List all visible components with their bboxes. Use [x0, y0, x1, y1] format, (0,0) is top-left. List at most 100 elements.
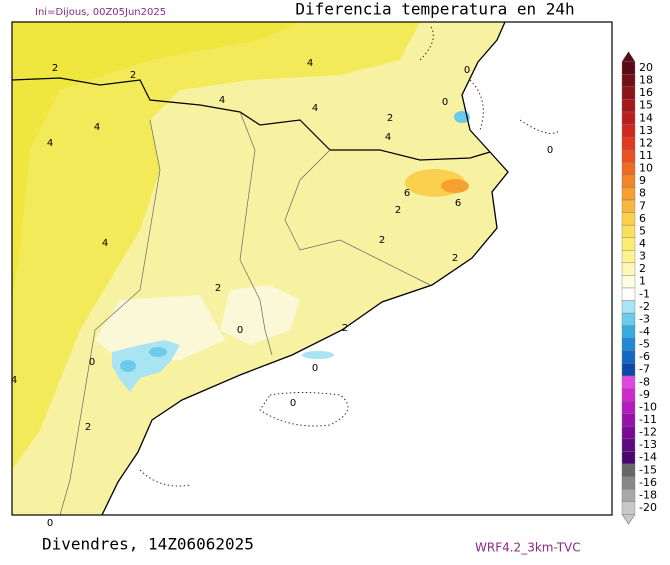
legend-swatch	[621, 463, 636, 477]
contour-label: 4	[47, 138, 53, 149]
legend-level: -6	[639, 350, 650, 363]
contour-label: 0	[547, 145, 553, 156]
legend-level: 20	[639, 61, 653, 74]
contour-label: 4	[219, 95, 225, 106]
legend-swatch	[621, 501, 636, 515]
map-frame	[11, 21, 613, 516]
neutral-area	[95, 285, 300, 360]
legend-level: 11	[639, 149, 653, 162]
model-label: WRF4.2_3km-TVC	[475, 541, 581, 555]
axis-label: 0	[47, 518, 53, 529]
contour-label: 4	[102, 238, 108, 249]
contour-label: 2	[342, 323, 348, 334]
legend-swatch	[621, 287, 636, 301]
contour-label: 4	[94, 122, 100, 133]
legend-level: -20	[639, 501, 657, 514]
legend-swatch	[621, 476, 636, 490]
contour-label: 0	[312, 363, 318, 374]
legend-swatch	[621, 312, 636, 326]
contour-label: 0	[89, 357, 95, 368]
legend-level: -11	[639, 413, 657, 426]
legend-swatch	[621, 86, 636, 100]
legend-level: 13	[639, 124, 653, 137]
legend-level: 8	[639, 187, 646, 200]
legend-level: -5	[639, 338, 650, 351]
contour-label: 6	[404, 188, 410, 199]
legend-swatch	[621, 237, 636, 251]
contour-label: 0	[442, 97, 448, 108]
warm-area	[12, 22, 420, 470]
legend-swatch	[621, 363, 636, 377]
contour-label: 4	[11, 375, 17, 386]
contour-label: 6	[455, 198, 461, 209]
legend-level: -15	[639, 463, 657, 476]
legend-swatch	[621, 136, 636, 150]
legend-swatch	[621, 162, 636, 176]
legend-swatch	[621, 388, 636, 402]
legend-level: -16	[639, 476, 657, 489]
hot-patch	[441, 179, 469, 193]
admin-boundaries	[59, 111, 431, 516]
legend-swatch	[621, 350, 636, 364]
legend-swatch	[621, 300, 636, 314]
legend-level: 6	[639, 212, 646, 225]
legend-swatch	[621, 174, 636, 188]
cool-core	[120, 360, 136, 372]
legend-level: 2	[639, 262, 646, 275]
legend-level: -18	[639, 488, 657, 501]
contour-label: 4	[385, 132, 391, 143]
legend-swatch	[621, 187, 636, 201]
legend-swatch	[621, 413, 636, 427]
legend-level: -12	[639, 426, 657, 439]
legend-level: -3	[639, 312, 650, 325]
cool-patch	[302, 351, 334, 359]
legend-swatch	[621, 212, 636, 226]
contour-label: 0	[290, 398, 296, 409]
contour-label: 4	[312, 103, 318, 114]
legend-swatch	[621, 375, 636, 389]
legend-level: -8	[639, 375, 650, 388]
legend-level: 14	[639, 111, 653, 124]
legend-level: -7	[639, 363, 650, 376]
legend-level: -13	[639, 438, 657, 451]
legend-swatch	[621, 325, 636, 339]
legend-level: 10	[639, 162, 653, 175]
legend-level: 9	[639, 174, 646, 187]
legend-arrow	[621, 514, 636, 525]
legend-swatch	[621, 426, 636, 440]
contour-label: 4	[307, 58, 313, 69]
legend-level: 18	[639, 74, 653, 87]
contour-label: 0	[464, 65, 470, 76]
legend-swatch	[621, 149, 636, 163]
warmer-area	[12, 22, 300, 300]
contour-label: 2	[85, 422, 91, 433]
legend-level: 16	[639, 86, 653, 99]
legend-swatch	[621, 262, 636, 276]
legend-swatch	[621, 451, 636, 465]
contour-label: 2	[130, 70, 136, 81]
legend-level: 4	[639, 237, 646, 250]
legend-swatch	[621, 74, 636, 88]
legend-level: -4	[639, 325, 650, 338]
valid-time: Divendres, 14Z06062025	[42, 535, 254, 554]
legend-swatch	[621, 124, 636, 138]
legend-swatch	[621, 400, 636, 414]
coastline	[101, 21, 509, 516]
legend-swatch	[621, 61, 636, 75]
legend-level: 15	[639, 99, 653, 112]
legend-swatch	[621, 275, 636, 289]
contour-label: 2	[215, 283, 221, 294]
contour-label: 2	[395, 205, 401, 216]
legend-level: -2	[639, 300, 650, 313]
legend-swatch	[621, 224, 636, 238]
zero-contours	[139, 24, 561, 487]
legend-level: -1	[639, 287, 650, 300]
legend-level: 5	[639, 224, 646, 237]
cool-core	[149, 347, 167, 357]
contour-label: 2	[387, 113, 393, 124]
contour-label: 2	[379, 235, 385, 246]
legend-arrow	[621, 51, 636, 62]
contour-label: 0	[237, 325, 243, 336]
legend-level: 1	[639, 275, 646, 288]
